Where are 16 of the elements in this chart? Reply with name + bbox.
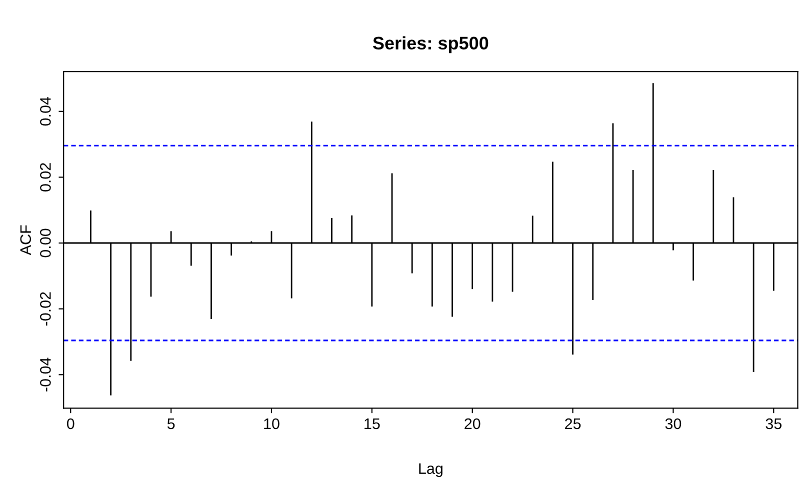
x-tick-label: 15 (364, 418, 380, 430)
y-axis-title: ACF (20, 225, 32, 256)
y-tick-label: -0.02 (40, 292, 51, 326)
y-tick-label: 0.00 (40, 228, 51, 258)
x-tick-label: 10 (264, 418, 280, 430)
y-tick-label: -0.04 (40, 358, 51, 392)
x-tick-label: 20 (464, 418, 480, 430)
x-tick-label: 25 (565, 418, 581, 430)
x-tick-label: 35 (766, 418, 782, 430)
x-tick-label: 0 (66, 418, 74, 430)
x-axis-title: Lag (419, 463, 442, 477)
x-tick-label: 5 (167, 418, 175, 430)
y-tick-label: 0.02 (40, 163, 51, 192)
x-tick-label: 30 (665, 418, 682, 430)
chart-title: Series: sp500 (372, 36, 488, 54)
y-tick-label: 0.04 (40, 96, 51, 126)
